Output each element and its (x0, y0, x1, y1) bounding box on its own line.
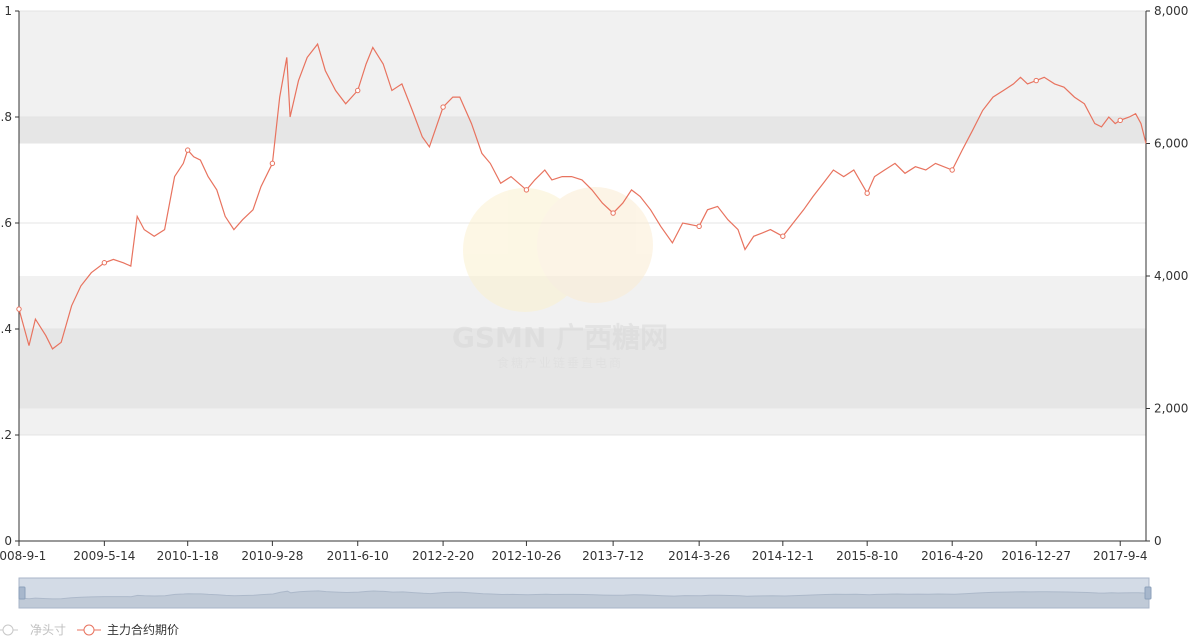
x-tick-label: 2012-10-26 (492, 549, 562, 563)
y-left-tick-label: 0.8 (0, 110, 12, 124)
price-point[interactable] (1033, 77, 1039, 84)
x-tick-label: 2009-5-14 (73, 549, 135, 563)
legend-item-net-position[interactable]: 净头寸 (0, 623, 66, 637)
y-left-tick-label: 0.6 (0, 216, 12, 230)
price-point[interactable] (269, 160, 276, 167)
circle-line-icon (2, 624, 14, 636)
band-layer (19, 11, 1146, 435)
price-point[interactable] (864, 190, 870, 196)
x-tick-label: 2016-12-27 (1001, 549, 1071, 563)
price-point[interactable] (1117, 117, 1123, 124)
series-layer (16, 42, 1147, 350)
x-tick-label: 2011-6-10 (327, 549, 389, 563)
x-tick-label: 2017-9-4 (1093, 549, 1147, 563)
price-point[interactable] (440, 104, 446, 110)
y-left-tick-label: 0.2 (0, 428, 12, 442)
price-point[interactable] (523, 187, 530, 193)
watermark: GSMN 广西糖网 食糖产业链垂直电商 (452, 187, 668, 370)
price-point[interactable] (355, 87, 361, 94)
legend-label-net-position: 净头寸 (30, 623, 66, 637)
data-zoom-slider[interactable] (18, 577, 1152, 609)
price-point[interactable] (16, 306, 22, 312)
y-right-tick-label: 8,000 (1154, 4, 1188, 18)
price-point[interactable] (696, 223, 702, 230)
watermark-tagline: 食糖产业链垂直电商 (497, 355, 623, 370)
x-tick-label: 2014-3-26 (668, 549, 730, 563)
x-axis: 2008-9-1 2009-5-14 2010-1-18 2010-9-28 2011-… (0, 541, 1147, 563)
slider-handle-left[interactable] (18, 586, 26, 600)
x-tick-label: 2012-2-20 (412, 549, 474, 563)
legend-label-price: 主力合约期价 (107, 622, 179, 637)
y-left-tick-label: 1 (4, 4, 12, 18)
y-right-tick-label: 2,000 (1154, 402, 1188, 416)
price-point[interactable] (184, 147, 191, 153)
slider-handle-right[interactable] (1144, 586, 1152, 600)
x-tick-label: 2015-8-10 (836, 549, 898, 563)
watermark-logo-right (537, 187, 653, 303)
drag-handle-icon[interactable] (1144, 586, 1152, 600)
slider-preview-line (18, 590, 1150, 609)
legend-item-price[interactable]: 主力合约期价 (77, 622, 179, 637)
y-left-axis: 0 0.2 0.4 0.6 0.8 1 (0, 4, 19, 548)
watermark-brand: GSMN 广西糖网 (452, 321, 668, 354)
x-tick-label: 2010-1-18 (157, 549, 219, 563)
y-right-tick-label: 4,000 (1154, 269, 1188, 283)
price-point[interactable] (101, 260, 108, 266)
x-tick-label: 2016-4-20 (921, 549, 983, 563)
price-point[interactable] (780, 233, 786, 239)
x-tick-label: 2014-12-1 (752, 549, 814, 563)
legend: 净头寸 主力合约期价 (0, 622, 179, 637)
y-right-tick-label: 0 (1154, 534, 1162, 548)
x-tick-label: 2010-9-28 (241, 549, 303, 563)
y-right-tick-label: 6,000 (1154, 137, 1188, 151)
price-point[interactable] (949, 167, 955, 173)
drag-handle-icon[interactable] (18, 586, 26, 600)
band-3 (19, 329, 1146, 409)
x-tick-label: 2013-7-12 (582, 549, 644, 563)
circle-line-icon (83, 624, 95, 636)
y-left-tick-label: 0 (4, 534, 12, 548)
price-series-line (18, 42, 1147, 350)
y-left-tick-label: 0.4 (0, 322, 12, 336)
price-point[interactable] (610, 210, 616, 216)
band-1 (19, 117, 1146, 144)
x-tick-label: 2008-9-1 (0, 549, 46, 563)
y-right-axis: 0 2,000 4,000 6,000 8,000 (1146, 4, 1188, 548)
